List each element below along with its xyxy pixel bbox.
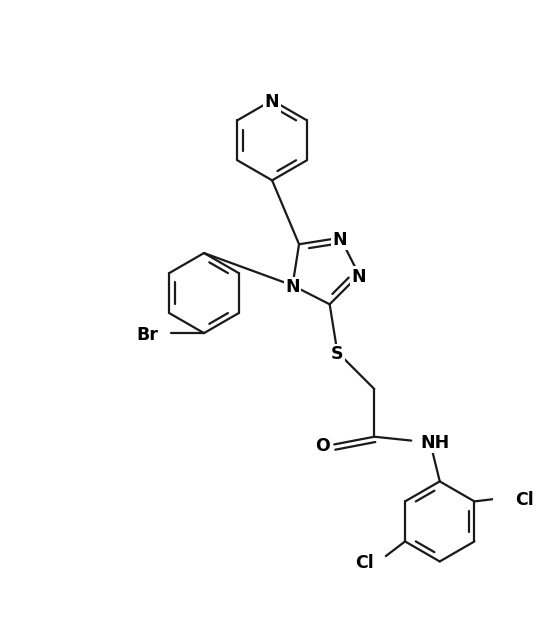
Text: N: N xyxy=(265,93,279,111)
Text: N: N xyxy=(352,268,366,286)
Text: N: N xyxy=(333,231,348,249)
Text: Br: Br xyxy=(136,326,158,344)
Text: NH: NH xyxy=(421,433,450,452)
Text: O: O xyxy=(315,437,329,456)
Text: N: N xyxy=(285,278,300,296)
Text: Cl: Cl xyxy=(356,554,374,572)
Text: Cl: Cl xyxy=(515,490,534,509)
Text: S: S xyxy=(331,345,344,363)
